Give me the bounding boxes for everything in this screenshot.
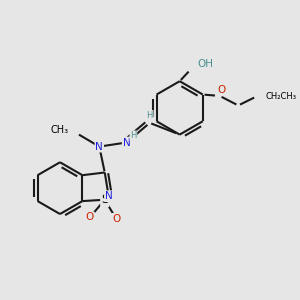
Text: N: N [95, 142, 103, 152]
Text: O: O [217, 85, 225, 95]
Text: O: O [85, 212, 94, 222]
Text: N: N [123, 137, 130, 148]
Text: H: H [146, 111, 153, 120]
Text: H: H [130, 131, 136, 140]
Text: O: O [112, 214, 120, 224]
Text: N: N [105, 191, 113, 201]
Text: CH₃: CH₃ [50, 125, 68, 135]
Text: OH: OH [197, 59, 213, 69]
Text: S: S [101, 193, 108, 206]
Text: CH₂CH₃: CH₂CH₃ [266, 92, 296, 101]
